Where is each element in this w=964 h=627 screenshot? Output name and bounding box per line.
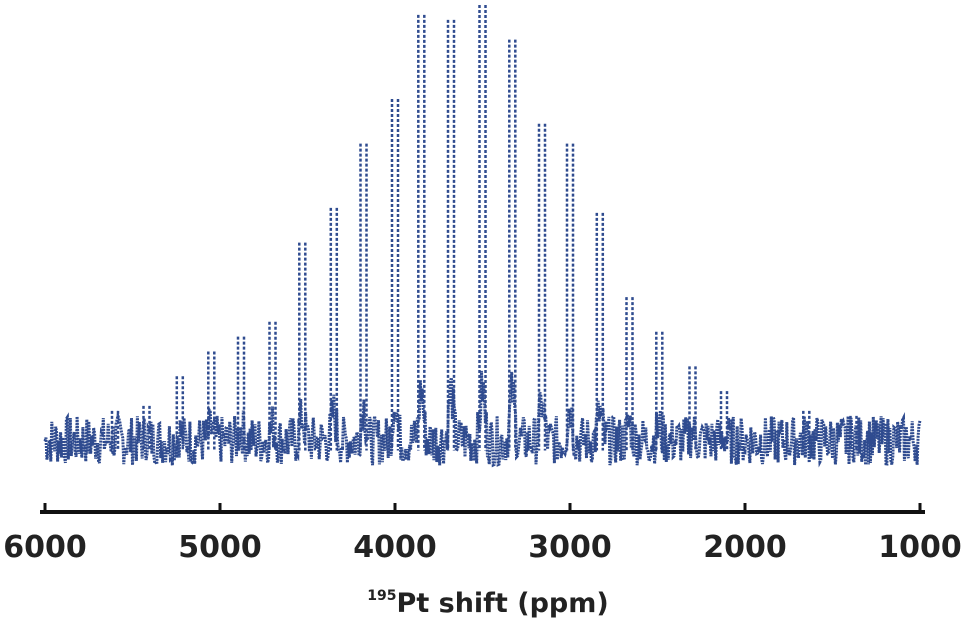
spectrum-peak: [802, 410, 811, 451]
spectrum-peak: [207, 351, 216, 451]
spectrum-peak: [565, 143, 575, 451]
x-axis-tick-label: 2000: [703, 530, 787, 565]
x-axis-tick-labels: 6000 5000 4000 3000 2000 1000: [3, 530, 962, 565]
spectrum-peak: [537, 123, 547, 451]
spectrum-peak: [359, 143, 368, 451]
spectrum-peak: [175, 376, 185, 451]
spectrum-peak: [595, 212, 605, 451]
x-axis-title: 195Pt shift (ppm): [367, 588, 608, 619]
x-axis-ticks: [43, 503, 922, 512]
spectrum-peak: [298, 242, 307, 451]
spectrum-peak: [329, 207, 339, 451]
spectrum-peak: [446, 19, 456, 451]
spectrum-peak: [417, 14, 426, 451]
x-axis-title-text: Pt shift (ppm): [397, 588, 609, 619]
x-axis: 6000 5000 4000 3000 2000 1000: [3, 503, 962, 565]
x-axis-tick-label: 1000: [878, 530, 962, 565]
x-axis-tick-label: 6000: [3, 530, 87, 565]
x-axis-title-isotope: 195: [367, 588, 396, 604]
spectrum-peak: [478, 5, 487, 451]
spectrum-peak: [625, 297, 634, 451]
spectrum-peak: [236, 336, 246, 451]
spectrum-trace: [43, 370, 922, 470]
spectrum-peak: [268, 321, 277, 451]
x-axis-tick-label: 3000: [528, 530, 612, 565]
spectrum-peak: [390, 99, 400, 451]
spectrum-peak: [849, 415, 858, 451]
spectrum-peak: [688, 366, 697, 451]
x-axis-tick-label: 4000: [353, 530, 437, 565]
spectrum-peak: [508, 39, 517, 451]
spectrum-peak: [110, 410, 120, 451]
spectrum-peak: [142, 405, 151, 451]
x-axis-tick-label: 5000: [178, 530, 262, 565]
plot-area: [43, 5, 922, 470]
